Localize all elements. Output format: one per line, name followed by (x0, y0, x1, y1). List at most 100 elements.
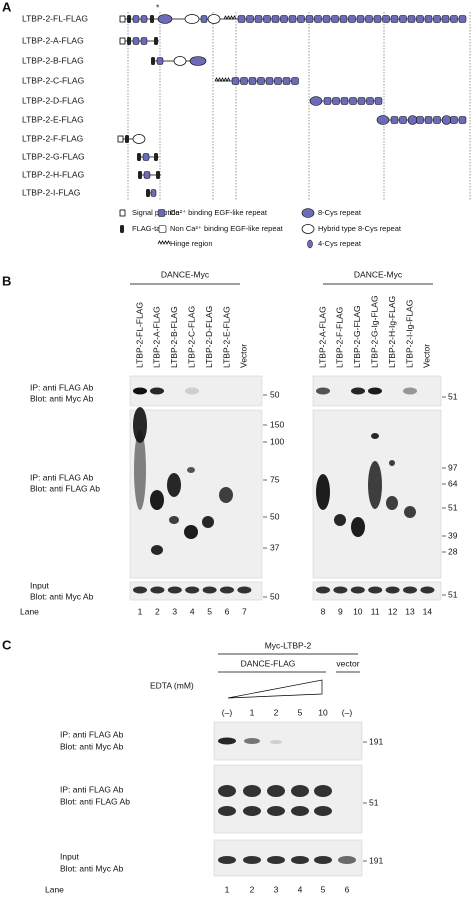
row-label: Blot: anti FLAG Ab (30, 483, 100, 493)
band (244, 738, 260, 744)
size-marker: 150 (270, 419, 284, 429)
edta-value: (–) (342, 707, 353, 717)
row-label: IP: anti FLAG Ab (60, 784, 124, 794)
band (133, 387, 147, 395)
egf-repeat (314, 15, 322, 23)
legend-label: Signal peptide (132, 208, 180, 217)
egf-repeat (365, 15, 373, 23)
size-marker: 50 (270, 591, 280, 601)
band (291, 806, 309, 816)
legend-label: Ca²⁺ binding EGF-like repeat (170, 208, 268, 217)
egf-repeat (231, 77, 240, 85)
lane-label: Vector (239, 344, 249, 368)
cys8-repeat (441, 115, 452, 125)
band (133, 586, 147, 594)
egf-repeat (142, 153, 150, 161)
legend-label: Non Ca²⁺ binding EGF-like repeat (170, 224, 284, 233)
lane-number: 5 (321, 884, 326, 894)
legend-icon (158, 225, 167, 233)
band (267, 806, 285, 816)
cys8-repeat (407, 115, 418, 125)
egf-repeat (374, 97, 383, 105)
hinge (214, 77, 231, 82)
lane-number: 5 (207, 606, 212, 616)
egf-repeat (390, 15, 399, 23)
egf-repeat (433, 15, 441, 23)
row-label: Blot: anti Myc Ab (60, 741, 124, 751)
row-label: Blot: anti Myc Ab (30, 393, 94, 403)
edta-value: 10 (318, 707, 328, 717)
lane-number: 2 (250, 884, 255, 894)
band (218, 856, 236, 864)
egf-repeat (143, 171, 151, 179)
flag-tag (125, 135, 129, 143)
row-label: Blot: anti Myc Ab (30, 591, 94, 601)
group-title: Myc-LTBP-2 (265, 640, 312, 650)
band (403, 387, 417, 395)
row-label: Blot: anti FLAG Ab (60, 796, 130, 806)
egf-repeat (237, 15, 246, 23)
band (187, 467, 195, 473)
flag-tag (127, 37, 131, 45)
egf-repeat (246, 15, 254, 23)
band (150, 586, 165, 594)
lane-number: 14 (423, 606, 433, 616)
size-marker: 51 (369, 797, 379, 807)
lane-number: 10 (353, 606, 363, 616)
band (403, 586, 417, 594)
signal-peptide (119, 15, 126, 23)
edta-value: (–) (222, 707, 233, 717)
lane-number: 6 (225, 606, 230, 616)
construct-name: LTBP-2-B-FLAG (22, 55, 84, 65)
lane-number: 11 (371, 606, 380, 616)
legend-label: 8-Cys repeat (318, 208, 362, 217)
egf-repeat (356, 15, 365, 23)
lane-number: 2 (155, 606, 160, 616)
row-label: IP: anti FLAG Ab (60, 729, 124, 739)
egf-repeat (382, 15, 390, 23)
band (386, 496, 398, 510)
band (202, 516, 214, 528)
egf-repeat (140, 15, 148, 23)
band (404, 506, 416, 518)
lane-label: Vector (422, 344, 432, 368)
band (314, 806, 332, 816)
egf-repeat (157, 209, 166, 217)
band (185, 387, 199, 395)
egf-repeat (366, 97, 374, 105)
edta-value: 1 (250, 707, 255, 717)
band (291, 785, 309, 797)
egf-repeat (274, 77, 282, 85)
band (169, 516, 179, 524)
flag-tag (154, 153, 158, 161)
flag-tag (137, 153, 141, 161)
lane-label: LTBP-2-I-Ig-FLAG (404, 300, 414, 368)
row-label: Input (60, 851, 80, 861)
band (167, 586, 182, 594)
band (134, 430, 146, 510)
egf-repeat (433, 116, 441, 124)
egf-repeat (348, 15, 356, 23)
size-marker: 37 (270, 542, 280, 552)
band (243, 785, 261, 797)
band (133, 407, 147, 443)
legend-label: Hybrid type 8-Cys repeat (318, 224, 402, 233)
panel-label: C (2, 637, 12, 652)
cys8-repeat (189, 56, 207, 66)
egf-repeat (280, 15, 288, 23)
blot (213, 764, 363, 834)
egf-repeat (399, 15, 407, 23)
band (243, 856, 261, 864)
flag-tag (156, 171, 160, 179)
hinge (223, 15, 237, 20)
lane-label: LTBP-2-FL-FLAG (134, 302, 144, 368)
size-marker: 28 (448, 546, 458, 556)
egf-repeat (132, 37, 140, 45)
egf-repeat (254, 15, 263, 23)
size-marker: 191 (369, 736, 383, 746)
egf-repeat (132, 15, 140, 23)
egf-repeat (263, 15, 271, 23)
legend-label: FLAG-tag (132, 224, 165, 233)
asterisk: * (156, 2, 160, 12)
